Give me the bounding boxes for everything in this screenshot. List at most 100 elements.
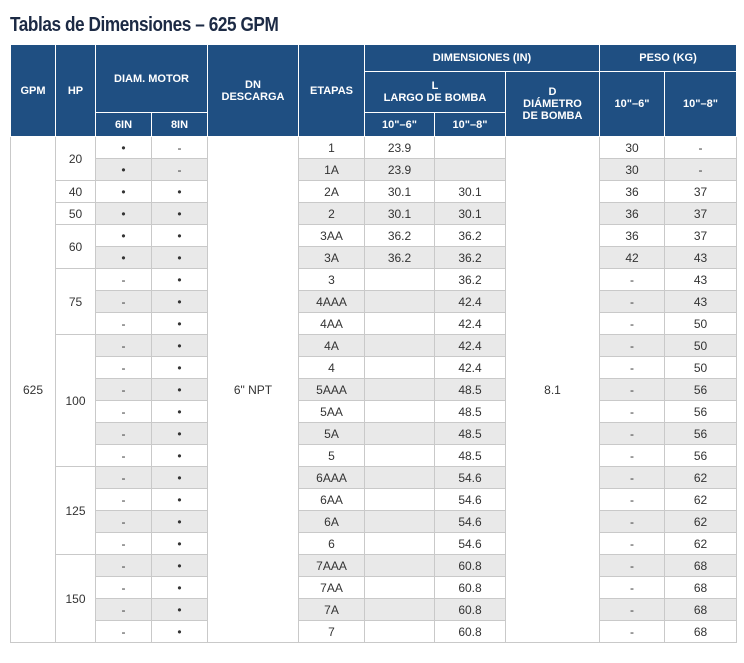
peso-10-6-cell: -: [599, 488, 665, 511]
hp-cell: 100: [55, 334, 96, 467]
peso-10-8-cell: 56: [663, 444, 738, 467]
largo-10-8-cell: 42.4: [434, 312, 506, 335]
motor-6in-cell: •: [95, 224, 152, 247]
largo-10-8-cell: 36.2: [434, 224, 506, 247]
largo-10-8-cell: 42.4: [434, 290, 506, 313]
motor-8in-cell: •: [151, 356, 208, 379]
header-dimensiones: DIMENSIONES (IN): [364, 44, 600, 72]
largo-10-6-cell: [364, 554, 435, 577]
motor-8in-cell: •: [151, 180, 208, 203]
motor-6in-cell: -: [95, 532, 152, 555]
largo-10-6-cell: [364, 466, 435, 489]
peso-10-8-cell: 68: [663, 554, 738, 577]
peso-10-8-cell: 43: [663, 246, 738, 269]
etapa-cell: 4AA: [298, 312, 365, 335]
largo-10-6-cell: [364, 444, 435, 467]
motor-6in-cell: -: [95, 466, 152, 489]
table-row: - • 5A 48.5-56: [11, 422, 738, 445]
motor-6in-cell: -: [95, 334, 152, 357]
largo-10-8-cell: 36.2: [434, 246, 506, 269]
etapa-cell: 6AAA: [298, 466, 365, 489]
peso-10-8-cell: 62: [663, 466, 738, 489]
motor-6in-cell: -: [95, 488, 152, 511]
motor-6in-cell: -: [95, 510, 152, 533]
largo-10-6-cell: [364, 356, 435, 379]
largo-10-8-cell: 54.6: [434, 532, 506, 555]
hp-cell: 150: [55, 554, 96, 643]
table-row: - • 5AAA 48.5-56: [11, 378, 738, 401]
hp-cell: 125: [55, 466, 96, 555]
motor-6in-cell: -: [95, 290, 152, 313]
peso-10-8-cell: 43: [663, 268, 738, 291]
table-row: - • 6 54.6-62: [11, 532, 738, 555]
table-header: GPM HP DIAM. MOTOR DN DESCARGA ETAPAS DI…: [10, 44, 738, 137]
motor-8in-cell: •: [151, 400, 208, 423]
peso-10-8-cell: 37: [663, 224, 738, 247]
peso-10-6-cell: -: [599, 598, 665, 621]
peso-10-8-cell: 62: [663, 510, 738, 533]
motor-6in-cell: -: [95, 268, 152, 291]
peso-10-8-cell: 50: [663, 334, 738, 357]
table-row: - • 5AA 48.5-56: [11, 400, 738, 423]
motor-8in-cell: •: [151, 554, 208, 577]
header-largo-10-6: 10"–6": [364, 112, 435, 137]
largo-10-6-cell: 30.1: [364, 180, 435, 203]
largo-10-8-cell: 60.8: [434, 554, 506, 577]
largo-10-8-cell: 60.8: [434, 620, 506, 643]
motor-6in-cell: -: [95, 422, 152, 445]
etapa-cell: 3: [298, 268, 365, 291]
table-row: 150- • 7AAA 60.8-68: [11, 554, 738, 643]
peso-10-8-cell: 56: [663, 378, 738, 401]
largo-10-8-cell: 30.1: [434, 180, 506, 203]
peso-10-8-cell: -: [663, 136, 738, 159]
etapa-cell: 6A: [298, 510, 365, 533]
motor-6in-cell: •: [95, 246, 152, 269]
motor-8in-cell: •: [151, 224, 208, 247]
largo-10-6-cell: [364, 290, 435, 313]
peso-10-6-cell: 30: [599, 136, 665, 159]
largo-10-8-cell: 42.4: [434, 334, 506, 357]
table-row: 60 • • 3AA 36.2 36.2 36 37: [11, 224, 738, 269]
table-row: - • 7AA 60.8-68: [11, 576, 738, 599]
peso-10-8-cell: -: [663, 158, 738, 181]
largo-10-6-cell: 36.2: [364, 224, 435, 247]
header-dn-line1: DN: [245, 78, 261, 91]
table-row: 625 20 • -6" NPT 1 23.9 8.1 30-: [10, 136, 738, 643]
motor-6in-cell: -: [95, 378, 152, 401]
largo-10-8-cell: [434, 158, 506, 181]
largo-10-8-cell: 36.2: [434, 268, 506, 291]
peso-10-8-cell: 62: [663, 488, 738, 511]
motor-6in-cell: •: [95, 158, 152, 181]
table-row: - • 4 42.4-50: [11, 356, 738, 379]
hp-cell: 50: [55, 202, 96, 225]
etapa-cell: 7AA: [298, 576, 365, 599]
header-largo-10-8: 10"–8": [434, 112, 506, 137]
peso-10-6-cell: -: [599, 400, 665, 423]
largo-10-6-cell: 23.9: [364, 136, 435, 159]
peso-10-6-cell: -: [599, 422, 665, 445]
hp-cell: 40: [55, 180, 96, 203]
motor-8in-cell: •: [151, 378, 208, 401]
gpm-cell: 625: [10, 136, 56, 643]
peso-10-8-cell: 68: [663, 598, 738, 621]
peso-10-6-cell: -: [599, 510, 665, 533]
largo-10-8-cell: 60.8: [434, 576, 506, 599]
motor-6in-cell: -: [95, 598, 152, 621]
peso-10-8-cell: 50: [663, 356, 738, 379]
largo-10-8-cell: 48.5: [434, 378, 506, 401]
peso-10-8-cell: 68: [663, 576, 738, 599]
motor-8in-cell: •: [151, 334, 208, 357]
motor-8in-cell: •: [151, 598, 208, 621]
peso-10-6-cell: -: [599, 620, 665, 643]
etapa-cell: 7: [298, 620, 365, 643]
header-etapas: ETAPAS: [298, 44, 365, 137]
peso-10-8-cell: 56: [663, 400, 738, 423]
peso-10-6-cell: -: [599, 290, 665, 313]
motor-8in-cell: •: [151, 246, 208, 269]
peso-10-8-cell: 50: [663, 312, 738, 335]
etapa-cell: 1A: [298, 158, 365, 181]
motor-8in-cell: •: [151, 510, 208, 533]
largo-10-6-cell: [364, 488, 435, 511]
peso-10-6-cell: -: [599, 466, 665, 489]
motor-6in-cell: -: [95, 576, 152, 599]
